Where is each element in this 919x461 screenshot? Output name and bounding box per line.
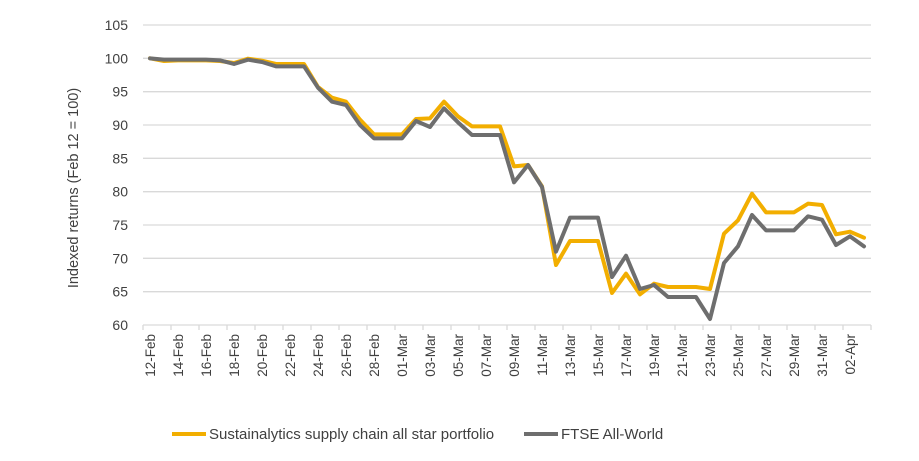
x-tick-label: 14-Feb: [171, 334, 186, 377]
x-tick-label: 24-Feb: [311, 334, 326, 377]
x-axis-tick-labels: 12-Feb 14-Feb 16-Feb 18-Feb 20-Feb 22-Feb 24-F…: [143, 334, 858, 377]
y-tick-label: 105: [105, 17, 129, 33]
x-tick-label: 15-Mar: [591, 334, 606, 377]
y-tick-label: 70: [112, 250, 128, 266]
y-axis-title: Indexed returns (Feb 12 = 100): [66, 88, 82, 288]
x-tick-label: 18-Feb: [227, 334, 242, 377]
y-axis-tick-labels: 60 65 70 75 80 85 90 95 100 105: [105, 17, 129, 333]
x-tick-label: 01-Mar: [395, 334, 410, 377]
y-tick-label: 80: [112, 184, 128, 200]
x-tick-label: 25-Mar: [731, 334, 746, 377]
legend-label-portfolio: Sustainalytics supply chain all star por…: [209, 425, 495, 443]
x-tick-label: 29-Mar: [787, 334, 802, 377]
legend: Sustainalytics supply chain all star por…: [0, 423, 919, 445]
y-tick-label: 90: [112, 117, 128, 133]
legend-swatch-ftse: [524, 432, 558, 436]
x-tick-label: 16-Feb: [199, 334, 214, 377]
legend-item-ftse[interactable]: FTSE All-World: [524, 423, 663, 445]
x-tick-label: 11-Mar: [535, 334, 550, 376]
x-tick-label: 07-Mar: [479, 334, 494, 377]
x-tick-label: 22-Feb: [283, 334, 298, 377]
x-tick-label: 28-Feb: [367, 334, 382, 377]
x-tick-label: 02-Apr: [843, 334, 858, 375]
legend-swatch-portfolio: [172, 432, 206, 436]
y-tick-label: 100: [105, 50, 129, 66]
x-tick-label: 12-Feb: [143, 334, 158, 377]
x-tick-label: 19-Mar: [647, 334, 662, 377]
x-tick-label: 17-Mar: [619, 334, 634, 377]
x-tick-label: 13-Mar: [563, 334, 578, 377]
y-tick-label: 75: [112, 217, 128, 233]
x-tick-label: 20-Feb: [255, 334, 270, 377]
x-tick-label: 27-Mar: [759, 334, 774, 377]
series-lines: [148, 56, 866, 321]
y-tick-label: 95: [112, 84, 128, 100]
y-tick-label: 65: [112, 284, 128, 300]
x-tick-label: 31-Mar: [815, 334, 830, 377]
x-axis: [142, 324, 872, 330]
x-tick-label: 26-Feb: [339, 334, 354, 377]
x-tick-label: 09-Mar: [507, 334, 522, 377]
x-tick-label: 05-Mar: [451, 334, 466, 377]
x-tick-label: 21-Mar: [675, 334, 690, 377]
x-tick-label: 23-Mar: [703, 334, 718, 377]
series-line-ftse: [148, 56, 866, 321]
y-tick-label: 60: [112, 317, 128, 333]
x-tick-label: 03-Mar: [423, 334, 438, 377]
y-tick-label: 85: [112, 150, 128, 166]
legend-label-ftse: FTSE All-World: [561, 425, 664, 443]
legend-item-portfolio[interactable]: Sustainalytics supply chain all star por…: [172, 423, 494, 445]
